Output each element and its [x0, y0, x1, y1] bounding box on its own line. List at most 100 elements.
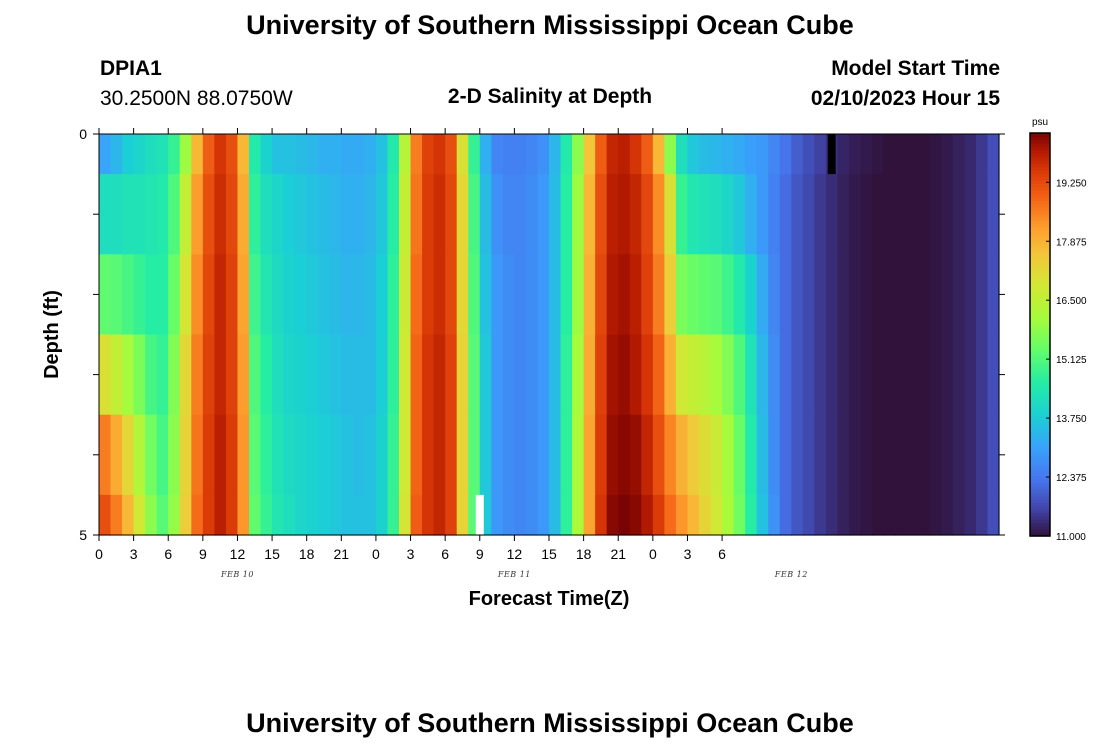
heatmap-cell [837, 494, 850, 536]
heatmap-cell [699, 254, 712, 336]
heatmap-cell [502, 254, 515, 336]
heatmap-cell [629, 334, 642, 416]
heatmap-cell [156, 174, 169, 255]
heatmap-cell [260, 494, 273, 536]
heatmap-cell [641, 134, 654, 175]
heatmap-cell [514, 414, 527, 496]
heatmap-cell [733, 174, 746, 255]
heatmap-cell [352, 134, 365, 175]
heatmap-cell [814, 334, 827, 416]
heatmap-cell [687, 174, 700, 255]
heatmap-cell [872, 174, 885, 255]
heatmap-cell [779, 134, 792, 175]
colorbar-segment [1030, 354, 1050, 359]
heatmap-cell [168, 174, 181, 255]
heatmap-cell [479, 134, 492, 175]
heatmap-cell [895, 414, 908, 496]
colorbar: psu 19.250 17.875 16.500 15.125 13.750 12.375 1… [1029, 117, 1087, 543]
heatmap-cell [849, 134, 862, 175]
heatmap-cell [687, 414, 700, 496]
heatmap-cell [399, 494, 412, 536]
colorbar-segment [1030, 428, 1050, 433]
heatmap-cell [295, 254, 308, 336]
heatmap-cell [583, 494, 596, 536]
heatmap-cell [364, 414, 377, 496]
heatmap-cell [675, 254, 689, 336]
heatmap-cell [860, 254, 873, 336]
heatmap-cell [145, 134, 158, 175]
heatmap-cell [468, 134, 481, 175]
colorbar-segment [1030, 210, 1050, 215]
heatmap-cell [364, 134, 377, 175]
heatmap-cell [918, 174, 931, 255]
heatmap-cell [295, 494, 308, 536]
date-label: FEB 10 [220, 570, 254, 579]
heatmap-cell [179, 414, 192, 496]
heatmap-cell [975, 414, 989, 496]
colorbar-frame [1029, 132, 1051, 537]
heatmap-cell [283, 254, 296, 336]
heatmap-cell [110, 174, 123, 255]
heatmap-cell [941, 134, 954, 175]
colorbar-segment [1030, 133, 1050, 137]
heatmap-cell [410, 254, 423, 336]
colorbar-segment [1030, 452, 1050, 456]
colorbar-segment [1030, 435, 1050, 440]
colorbar-segment [1030, 220, 1050, 225]
heatmap-cell [975, 254, 989, 336]
heatmap-cell [699, 174, 712, 255]
heatmap-cell [329, 134, 342, 175]
heatmap-cell [249, 174, 262, 255]
heatmap-cell [918, 414, 931, 496]
heatmap-cell [595, 174, 608, 255]
heatmap-cell [814, 494, 827, 536]
chart-title: 2-D Salinity at Depth [447, 85, 653, 108]
heatmap-cell [306, 334, 319, 416]
colorbar-segment [1030, 492, 1050, 497]
heatmap-cell [906, 334, 919, 416]
heatmap-cell [387, 494, 400, 536]
colorbar-segment [1030, 176, 1050, 181]
heatmap-cell [133, 334, 146, 416]
heatmap-cell [929, 494, 942, 536]
heatmap-cell [618, 254, 631, 336]
heatmap-cell [583, 134, 596, 175]
colorbar-segment [1030, 183, 1050, 188]
heatmap-cell [191, 174, 204, 255]
heatmap-cell [837, 254, 850, 336]
current-time-marker [475, 494, 484, 535]
heatmap-cell [99, 494, 112, 536]
colorbar-segment [1030, 482, 1050, 487]
colorbar-segment [1030, 478, 1050, 483]
colorbar-segment [1030, 156, 1050, 161]
heatmap-cell [687, 254, 700, 336]
colorbar-segment [1030, 374, 1050, 379]
colorbar-segment [1030, 405, 1050, 409]
heatmap-cell [422, 494, 435, 536]
colorbar-segment [1030, 136, 1050, 141]
heatmap-cell [260, 134, 273, 175]
heatmap-cell [849, 254, 862, 336]
heatmap-cell [802, 414, 815, 496]
colorbar-segment [1030, 344, 1050, 349]
colorbar-segment [1030, 485, 1050, 490]
heatmap-cell [422, 134, 435, 175]
colorbar-segment [1030, 337, 1050, 342]
heatmap-cell [283, 174, 296, 255]
colorbar-segment [1030, 186, 1050, 191]
heatmap-cell [306, 174, 319, 255]
heatmap-cell [329, 414, 342, 496]
heatmap-cell [595, 334, 608, 416]
heatmap-cell [145, 254, 158, 336]
heatmap-cell [122, 174, 135, 255]
heatmap-cell [814, 414, 827, 496]
colorbar-segment [1030, 253, 1050, 258]
heatmap-cell [456, 334, 469, 416]
heatmap-cell [364, 494, 377, 536]
heatmap-cell [791, 414, 804, 496]
heatmap-cell [122, 494, 135, 536]
heatmap-cell [837, 334, 850, 416]
heatmap-cell [652, 134, 665, 175]
colorbar-segment [1030, 378, 1050, 383]
heatmap-cell [987, 174, 1000, 255]
